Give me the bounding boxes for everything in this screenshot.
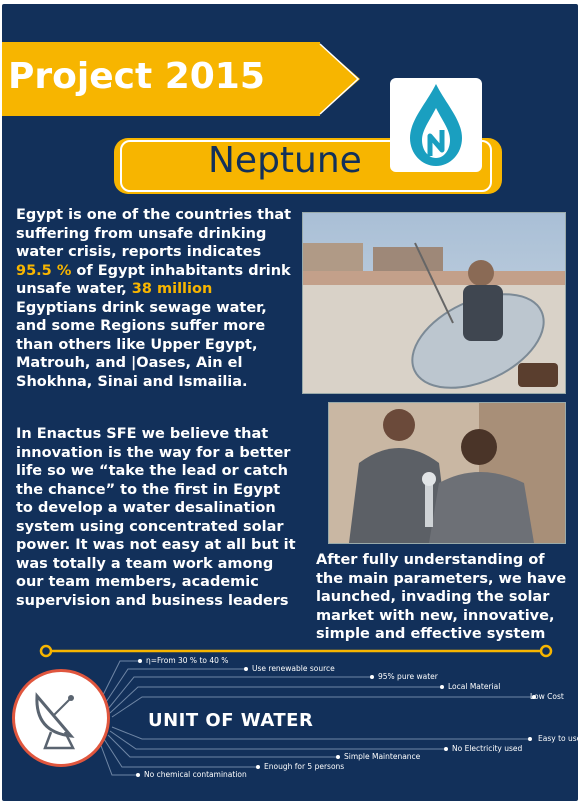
feature-no-electricity: No Electricity used xyxy=(452,744,523,753)
feature-pure-water: 95% pure water xyxy=(378,672,438,681)
feature-easy-to-use: Easy to use xyxy=(538,734,578,743)
feature-efficiency: η=From 30 % to 40 % xyxy=(146,656,229,665)
team-work-photo xyxy=(328,402,566,544)
intro-paragraph: Egypt is one of the countries that suffe… xyxy=(16,206,296,391)
brand-name: Neptune xyxy=(208,140,362,181)
mission-paragraph: In Enactus SFE we believe that innovatio… xyxy=(16,426,296,609)
feature-simple-maintenance: Simple Maintenance xyxy=(344,752,421,761)
feature-renewable: Use renewable source xyxy=(252,664,335,673)
solar-dish-photo xyxy=(302,212,566,394)
intro-text-a: Egypt is one of the countries that suffe… xyxy=(16,207,292,260)
feature-no-chemical: No chemical contamination xyxy=(144,770,247,779)
title-banner-arrow xyxy=(318,42,360,116)
feature-connector-lines xyxy=(39,644,553,777)
stat-unsafe-water: 95.5 % xyxy=(16,262,72,279)
title-banner xyxy=(2,42,320,116)
feature-low-cost: Low Cost xyxy=(530,692,564,701)
launch-paragraph: After fully understanding of the main pa… xyxy=(316,552,567,642)
brand-pill-outline xyxy=(120,140,492,192)
page-title: Project 2015 xyxy=(8,56,265,97)
intro-text-b: of Egypt inhabitants drink unsafe water, xyxy=(16,262,291,298)
unit-of-water-label: UNIT OF WATER xyxy=(148,710,314,731)
satellite-dish-icon xyxy=(35,692,76,750)
stat-sewage-water: 38 million xyxy=(131,281,213,297)
banner-arrow-outline xyxy=(319,43,360,115)
water-drop-logo-icon xyxy=(410,84,462,166)
dish-badge xyxy=(12,669,110,767)
feature-local-material: Local Material xyxy=(448,682,501,691)
feature-enough-persons: Enough for 5 persons xyxy=(264,762,345,771)
poster-card: Project 2015 Neptune Egypt is one of the… xyxy=(2,4,578,801)
intro-text-c: Egyptians drink sewage water, and some R… xyxy=(16,299,267,390)
neptune-logo xyxy=(390,78,482,172)
